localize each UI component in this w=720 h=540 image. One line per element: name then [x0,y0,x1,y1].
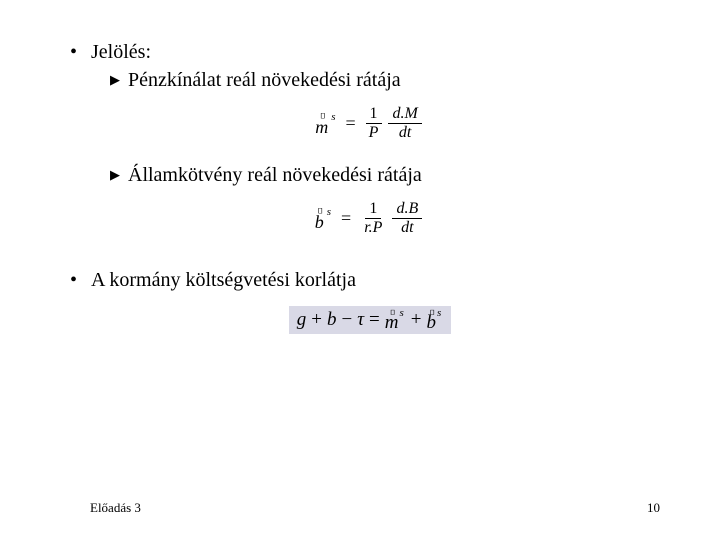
bullet-budget-text: A kormány költségvetési korlátja [91,268,356,292]
footer-page-number: 10 [647,500,660,516]
formula1-frac2: d.M dt [388,106,421,141]
budget-b-sup: s [437,307,441,319]
hat-glyph: ▯ [390,310,394,313]
formula1-sup: s [331,111,335,123]
equals-sign: = [346,113,356,134]
budget-tau: τ [357,309,364,331]
budget-m: m [385,315,399,331]
bullet-notation: • Jelölés: [70,40,670,64]
caret-icon: ▶ [110,163,120,187]
equals-sign: = [341,208,351,229]
caret-icon: ▶ [110,68,120,92]
formula2-frac1: 1 r.P [360,201,386,236]
minus-sign: − [341,309,352,331]
budget-g: g [297,309,307,331]
formula2-sup: s [327,206,331,218]
bullet-money-supply-text: Pénzkínálat reál növekedési rátája [128,68,401,92]
budget-b2: b [426,315,436,331]
bullet-dot: • [70,40,77,64]
budget-equation-box: g + b − τ = ▯ m s + ▯ b s [289,306,451,334]
bullet-budget-constraint: • A kormány költségvetési korlátja [70,268,670,292]
formula2-var: b [315,214,324,230]
plus-sign: + [311,309,322,331]
plus-sign: + [411,309,422,331]
bullet-notation-text: Jelölés: [91,40,151,64]
bullet-gov-bond: ▶ Államkötvény reál növekedési rátája [110,163,670,187]
bullet-gov-bond-text: Államkötvény reál növekedési rátája [128,163,422,187]
bullet-money-supply: ▶ Pénzkínálat reál növekedési rátája [110,68,670,92]
formula2-frac2: d.B dt [392,201,422,236]
budget-m-sup: s [399,307,403,319]
formula1-var: m [315,119,328,135]
hat-glyph: ▯ [320,113,324,117]
formula-money-supply: ▯ m s = 1 P d.M dt [70,106,670,141]
equals-sign: = [369,309,380,331]
footer-left: Előadás 3 [90,500,141,516]
hat-glyph: ▯ [429,310,433,313]
formula-gov-bond: ▯ b s = 1 r.P d.B dt [70,201,670,236]
bullet-dot: • [70,268,77,292]
formula1-frac1: 1 P [365,106,383,141]
slide-content: • Jelölés: ▶ Pénzkínálat reál növekedési… [0,0,720,334]
budget-b: b [327,309,337,331]
hat-glyph: ▯ [318,208,322,212]
formula-budget-constraint: g + b − τ = ▯ m s + ▯ b s [70,306,670,334]
slide-footer: Előadás 3 10 [0,500,720,516]
